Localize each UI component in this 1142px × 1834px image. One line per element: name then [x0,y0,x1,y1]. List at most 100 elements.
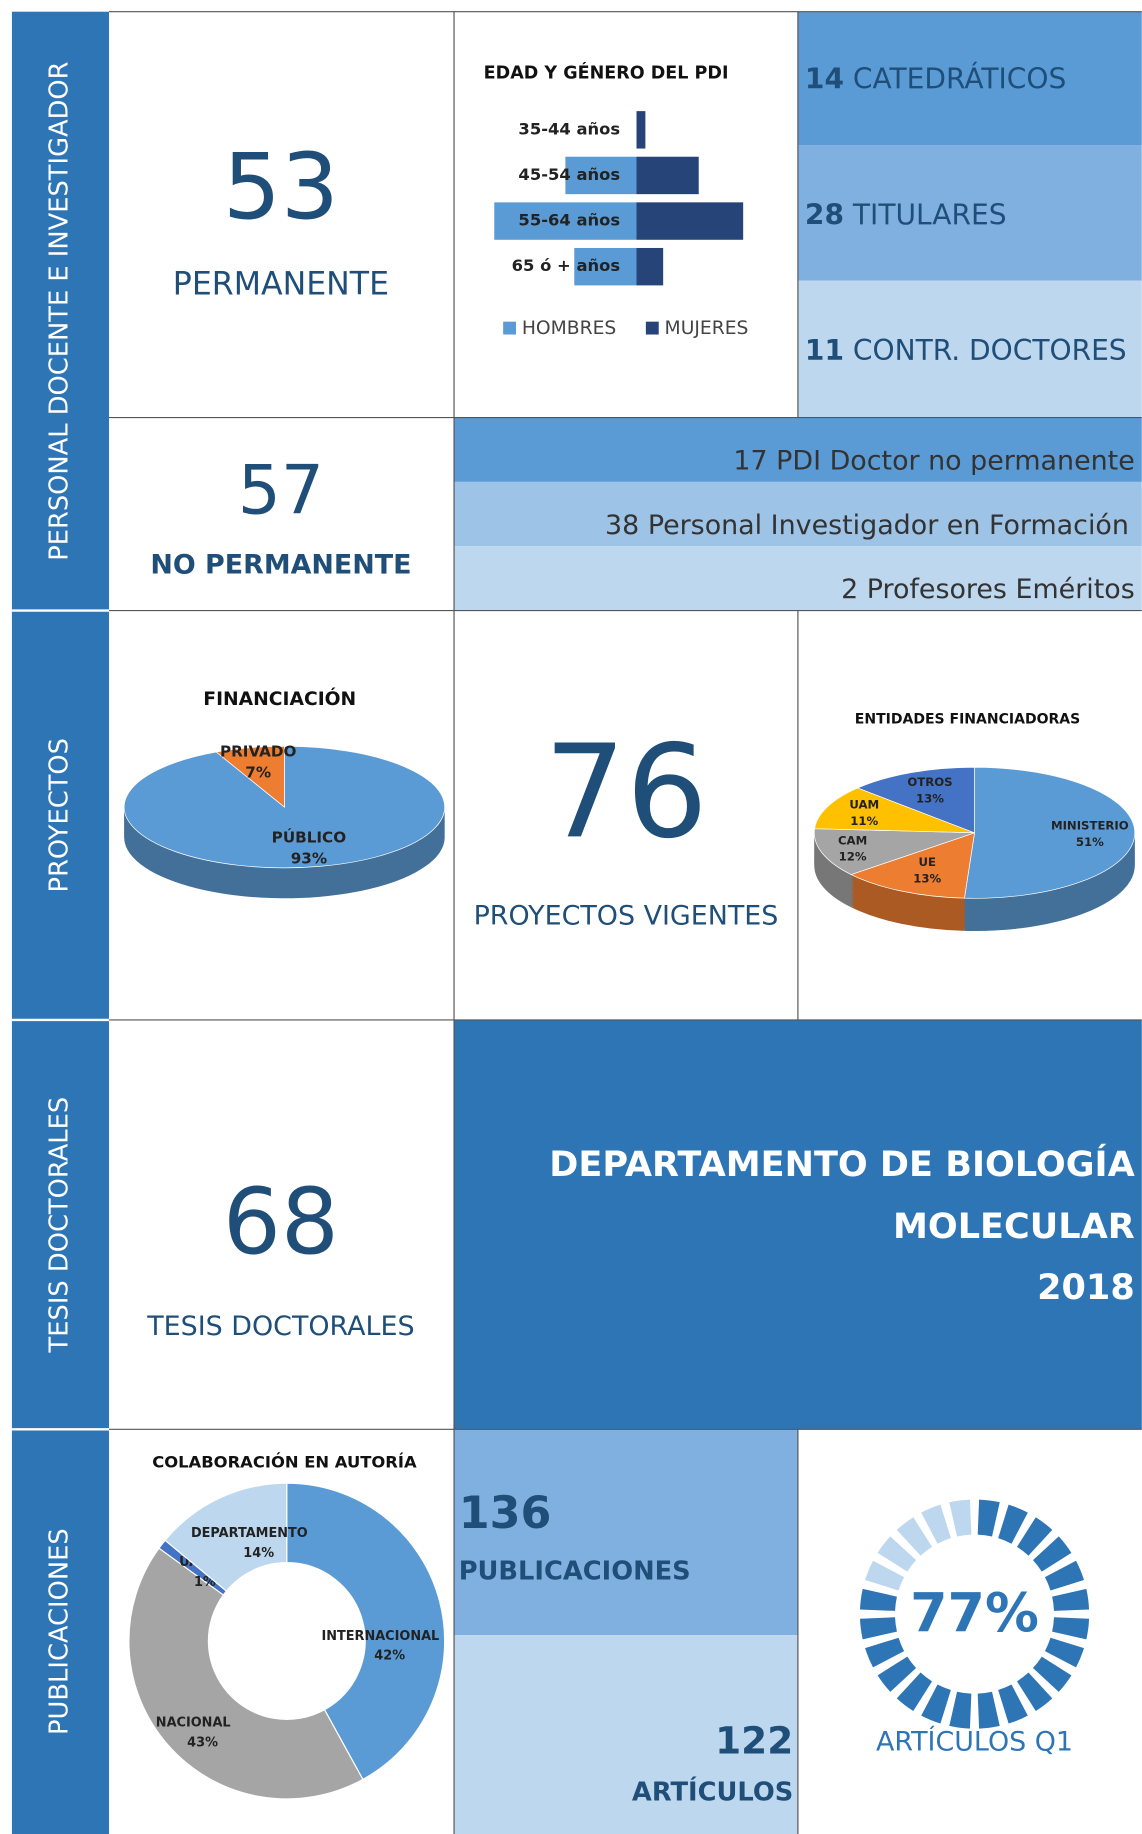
banner-text: MOLECULAR [893,1206,1135,1247]
chart-title: COLABORACIÓN EN AUTORÍA [152,1453,417,1472]
gauge-segment [865,1560,905,1591]
breakdown: 17 PDI Doctor no permanente [733,446,1134,477]
slice-value: 13% [913,871,941,885]
gauge-segment [1017,1672,1053,1712]
slice-label: UAM [849,798,879,812]
gauge-value: 77% [910,1581,1039,1644]
gauge-segment [1032,1536,1072,1572]
gauge-segment [949,1499,972,1537]
bar [494,202,637,240]
category-label: 65 ó + años [512,256,620,275]
slice-value: 7% [245,764,271,782]
band [454,546,1142,611]
gauge-segment [859,1617,897,1640]
slice-label: PÚBLICO [272,827,347,846]
breakdown: 28 TITULARES [805,198,1007,231]
gauge-segment [1044,1560,1084,1591]
slice-value: 43% [187,1735,218,1750]
legend-swatch [503,321,517,335]
stat-value: 76 [544,718,708,867]
slice-value: 12% [839,850,867,864]
category-label: 45-54 años [518,165,620,184]
slice-label: OTROS [907,775,952,789]
gauge-segment [998,1504,1028,1544]
bar [636,111,646,149]
gauge-segment [896,1517,933,1556]
legend-swatch [645,321,659,335]
breakdown: 2 Profesores Eméritos [841,574,1135,605]
breakdown: 38 Personal Investigador en Formación [605,510,1129,541]
bar [636,202,744,240]
chart-title: ENTIDADES FINANCIADORAS [855,711,1080,727]
gauge-segment [1052,1617,1090,1640]
pie-slice [813,828,975,875]
pie-slice [850,832,975,899]
stat-value: 53 [223,133,339,240]
category-label: 35-44 años [518,119,620,138]
stat-value: 68 [223,1168,339,1275]
donut-slice [164,1482,288,1592]
legend-label: MUJERES [665,318,749,339]
gauge-segment [921,1504,951,1544]
gauge-segment [1044,1637,1084,1668]
slice-value: 93% [291,850,327,868]
banner-text: 2018 [1037,1267,1135,1308]
slice-label: MINISTERIO [1051,819,1129,833]
stat-label: PUBLICACIONES [459,1557,691,1587]
cell-borders [108,11,1142,1834]
pie-slice [215,745,285,808]
band [454,1429,798,1636]
slice-value: 14% [243,1546,274,1561]
count: 11 [805,334,844,367]
band [454,481,1142,547]
slice-value: 11% [850,814,878,828]
stat-label: ARTÍCULOS [632,1776,793,1808]
gauge-segment [949,1691,972,1729]
label: CONTR. DOCTORES [853,334,1127,367]
gauge-segment [896,1672,933,1712]
chart-title: FINANCIACIÓN [203,686,356,710]
section-label: PROYECTOS [44,738,74,892]
band [454,1635,798,1834]
gauge-segment [921,1684,951,1724]
gauge-segment [998,1684,1028,1724]
gauge-segment [877,1536,917,1572]
gauge-segment [1052,1588,1090,1611]
stat-label: TESIS DOCTORALES [146,1311,414,1342]
gauge-segment [1032,1656,1072,1692]
section-label: TESIS DOCTORALES [44,1097,74,1354]
banner [454,1019,1142,1430]
donut-slice [286,1482,446,1781]
donut-slice [128,1547,364,1800]
band [454,417,1142,482]
gauge-segment [865,1637,905,1668]
label: CATEDRÁTICOS [853,62,1066,96]
count: 28 [805,198,844,231]
count: 14 [805,63,844,96]
slice-label: CAM [838,833,867,847]
pie-slice [856,766,975,834]
stat-label: NO PERMANENTE [150,550,411,581]
slice-value: 42% [374,1649,405,1664]
gauge-segment [859,1588,897,1611]
band [797,280,1142,418]
gauge-segment [977,1691,1000,1729]
slice-label: NACIONAL [156,1715,231,1730]
chart-title: EDAD Y GÉNERO DEL PDI [484,62,729,84]
slice-value: 51% [1076,835,1104,849]
category-label: 55-64 años [518,211,620,230]
band [797,11,1142,146]
slice-value: 13% [916,791,944,805]
gauge-segment [977,1499,1000,1537]
gauge-segment [1017,1517,1053,1556]
slice-label: PRIVADO [220,742,297,760]
stat-value: 136 [459,1488,552,1539]
stat-value: 57 [238,450,324,529]
breakdown: 14 CATEDRÁTICOS [805,62,1066,96]
pie-slice [964,766,1136,899]
slice-value: 1% [194,1575,216,1590]
slice-label: UE [918,855,935,869]
section-label: PUBLICACIONES [44,1528,74,1735]
section-label: PERSONAL DOCENTE E INVESTIGADOR [44,61,74,560]
